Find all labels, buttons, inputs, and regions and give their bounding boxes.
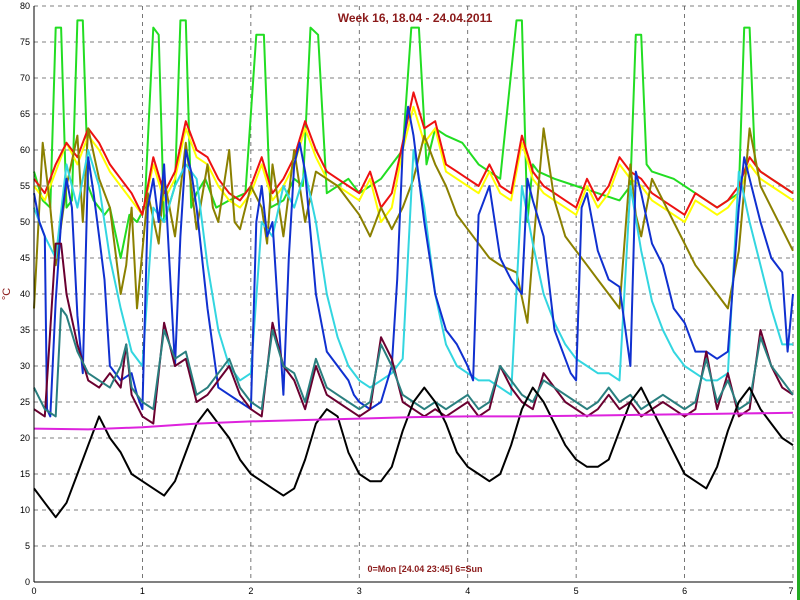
y-tick-label: 5 xyxy=(25,541,30,551)
series-line-4 xyxy=(33,127,794,324)
chart-title: Week 16, 18.04 - 24.04.2011 xyxy=(338,11,493,25)
series-line-8 xyxy=(33,307,794,418)
series-line-9 xyxy=(33,386,794,519)
y-tick-label: 75 xyxy=(20,37,30,47)
y-tick-label: 30 xyxy=(20,361,30,371)
series-line-5 xyxy=(33,149,793,396)
x-tick-label: 2 xyxy=(248,586,253,596)
x-tick-label: 7 xyxy=(788,586,793,596)
y-tick-label: 0 xyxy=(25,577,30,587)
y-tick-label: 15 xyxy=(20,469,30,479)
series-line-2 xyxy=(33,105,794,223)
y-axis-ticks: 0 5 10 15 20 25 30 35 40 45 50 55 60 65 70 75 80 xyxy=(20,1,30,587)
x-axis-ticks: 0 1 2 3 4 5 6 7 xyxy=(31,586,793,596)
y-tick-label: 70 xyxy=(20,73,30,83)
series-layer xyxy=(33,19,794,519)
series-line-10 xyxy=(33,411,794,431)
series-line-7 xyxy=(33,242,794,425)
x-tick-label: 1 xyxy=(140,586,145,596)
x-tick-label: 6 xyxy=(682,586,687,596)
chart-footer: 0=Mon [24.04 23:45] 6=Sun xyxy=(367,564,482,574)
y-tick-label: 55 xyxy=(20,181,30,191)
y-tick-label: 80 xyxy=(20,1,30,11)
x-tick-label: 5 xyxy=(574,586,579,596)
y-tick-label: 35 xyxy=(20,325,30,335)
y-tick-label: 20 xyxy=(20,433,30,443)
y-tick-label: 40 xyxy=(20,289,30,299)
y-tick-label: 25 xyxy=(20,397,30,407)
x-tick-label: 4 xyxy=(465,586,470,596)
y-tick-label: 60 xyxy=(20,145,30,155)
grid xyxy=(34,5,794,582)
series-line-3 xyxy=(33,91,794,216)
y-tick-label: 50 xyxy=(20,217,30,227)
x-tick-label: 0 xyxy=(31,586,36,596)
y-axis-label: °C xyxy=(1,288,13,300)
x-tick-label: 3 xyxy=(357,586,362,596)
y-tick-label: 45 xyxy=(20,253,30,263)
y-tick-label: 65 xyxy=(20,109,30,119)
y-tick-label: 10 xyxy=(20,505,30,515)
